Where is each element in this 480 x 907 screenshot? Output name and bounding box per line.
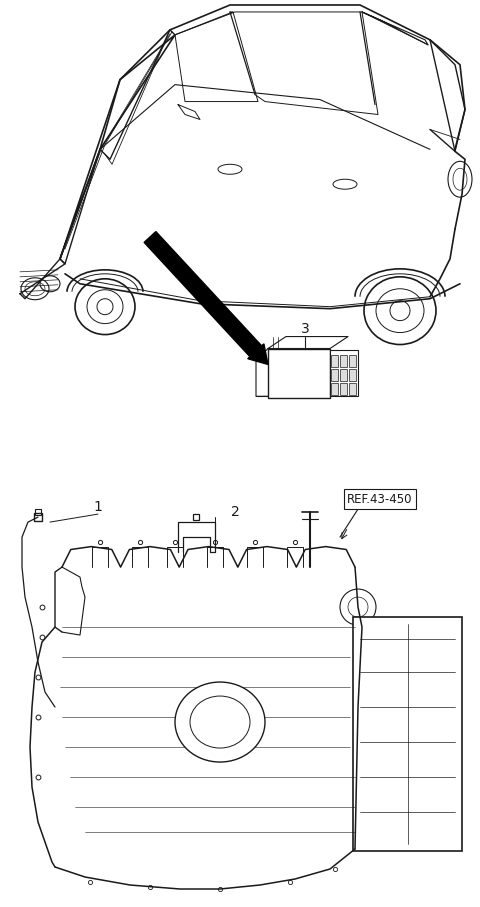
FancyBboxPatch shape bbox=[353, 617, 462, 851]
Text: 1: 1 bbox=[94, 500, 102, 514]
Bar bbox=[330, 350, 358, 396]
Bar bbox=[268, 348, 330, 398]
Bar bbox=[331, 356, 338, 367]
Ellipse shape bbox=[175, 682, 265, 762]
Bar bbox=[331, 384, 338, 395]
Bar bbox=[349, 356, 356, 367]
Text: 3: 3 bbox=[300, 322, 310, 336]
Text: 2: 2 bbox=[230, 505, 240, 519]
Bar bbox=[349, 369, 356, 381]
Bar bbox=[340, 384, 347, 395]
Ellipse shape bbox=[190, 696, 250, 748]
Bar bbox=[331, 369, 338, 381]
Bar bbox=[340, 356, 347, 367]
Bar bbox=[349, 384, 356, 395]
Bar bbox=[340, 369, 347, 381]
Text: REF.43-450: REF.43-450 bbox=[347, 493, 413, 505]
FancyArrow shape bbox=[144, 231, 268, 365]
